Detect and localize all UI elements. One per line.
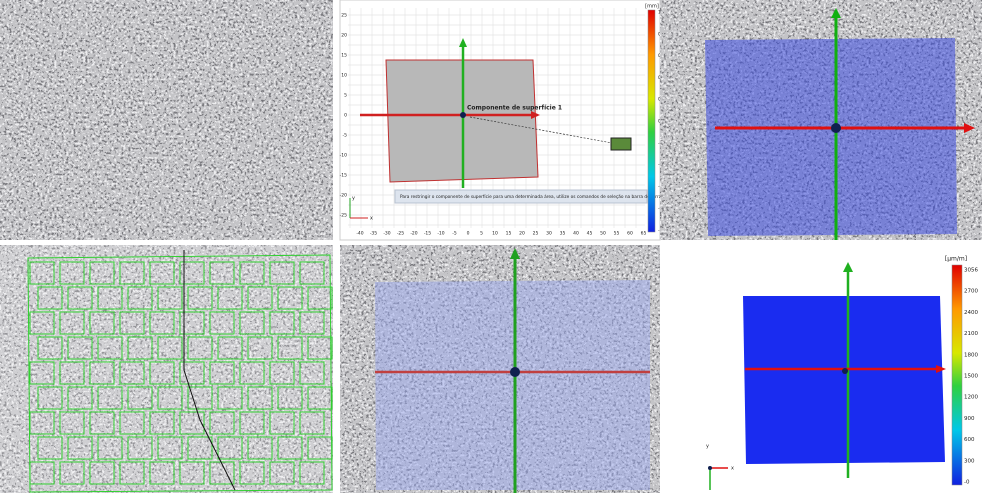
x-tick-label: 0	[467, 231, 470, 237]
origin	[708, 466, 712, 470]
x-tick-label: -5	[452, 231, 457, 237]
colorbar-label: 2100	[964, 331, 978, 337]
component-label: Componente de superfície 1	[467, 105, 562, 112]
x-tick-label: -30	[383, 231, 390, 237]
x-tick-label: 40	[573, 231, 579, 237]
y-tick-label: 5	[344, 93, 347, 99]
colorbar-label: -0	[964, 480, 970, 486]
x-tick-label: 65	[641, 231, 647, 237]
speckle-image	[0, 0, 333, 240]
colorbar-label: 2700	[964, 289, 978, 295]
x-tick-label: 25	[533, 231, 539, 237]
colorbar-unit: [mm]	[645, 4, 659, 10]
colorbar-label: 300	[964, 458, 975, 464]
figure: Componente de superfície 1 Para restring…	[0, 0, 982, 493]
x-tick-label: 5	[480, 231, 483, 237]
y-tick-label: 15	[341, 53, 347, 59]
x-tick-label: 15	[506, 231, 512, 237]
x-tick-label: -40	[356, 231, 363, 237]
y-tick-label: 25	[341, 13, 347, 19]
y-tick-label: 0	[344, 113, 347, 119]
origin	[510, 367, 520, 377]
x-tick-label: 35	[560, 231, 566, 237]
y-tick-label: -15	[340, 173, 347, 179]
x-tick-label: -15	[424, 231, 431, 237]
x-tick-label: -35	[370, 231, 377, 237]
colorbar-label: 3056	[964, 268, 978, 274]
speckle-image	[0, 245, 333, 493]
colorbar-label: 900	[964, 416, 975, 422]
strain-view: [µm/m] 3056 2700 2400 2100 1800 1500 1200 900 60…	[660, 245, 982, 493]
colorbar-label: 2400	[964, 310, 978, 316]
colorbar-unit: [µm/m]	[945, 256, 967, 263]
axis-label: y	[352, 196, 355, 202]
x-tick-label: 20	[519, 231, 525, 237]
facet-view	[0, 245, 333, 493]
y-tick-label: 10	[341, 73, 347, 79]
colorbar-label: 1500	[964, 374, 978, 380]
software-view: Componente de superfície 1 Para restring…	[340, 0, 687, 240]
x-tick-label: 60	[627, 231, 633, 237]
colorbar	[648, 10, 655, 232]
colorbar-label: 600	[964, 437, 975, 443]
x-tick-label: 10	[492, 231, 498, 237]
handle-icon[interactable]	[611, 138, 631, 150]
tooltip-text: Para restringir o componente de superfíc…	[400, 193, 686, 200]
colorbar-label: 1800	[964, 352, 978, 358]
origin	[460, 112, 466, 118]
axis-label: x	[731, 466, 734, 472]
x-tick-label: 50	[600, 231, 606, 237]
origin	[842, 368, 848, 374]
x-tick-label: 30	[546, 231, 552, 237]
colorbar	[952, 265, 962, 485]
x-tick-label: -25	[397, 231, 404, 237]
y-tick-label: 20	[341, 33, 347, 39]
origin	[831, 123, 841, 133]
x-tick-label: -10	[437, 231, 444, 237]
x-tick-label: 45	[587, 231, 593, 237]
y-tick-label: -5	[343, 133, 348, 139]
axis-label: y	[706, 444, 709, 450]
y-tick-label: -10	[340, 153, 347, 159]
selection-area	[705, 38, 957, 236]
strain-surface	[743, 296, 945, 464]
y-tick-label: -25	[340, 213, 347, 219]
y-tick-label: -20	[340, 193, 347, 199]
overlay-view	[660, 0, 982, 240]
x-tick-label: 55	[614, 231, 620, 237]
colorbar-label: 1200	[964, 395, 978, 401]
overlay-view	[340, 245, 660, 493]
selection-area	[375, 280, 650, 490]
axis-label: x	[370, 216, 373, 222]
x-tick-label: -20	[410, 231, 417, 237]
